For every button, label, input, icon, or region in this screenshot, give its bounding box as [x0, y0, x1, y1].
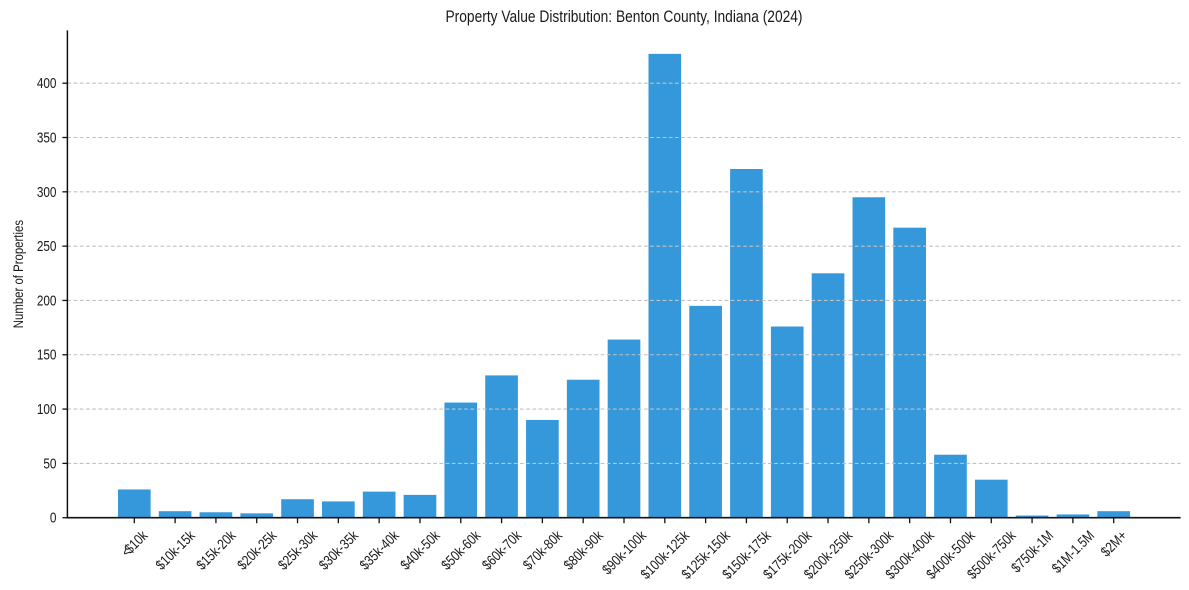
svg-text:250: 250	[37, 238, 57, 254]
svg-text:100: 100	[37, 401, 57, 417]
svg-text:350: 350	[37, 129, 57, 145]
svg-text:Property Value Distribution: B: Property Value Distribution: Benton Coun…	[445, 8, 802, 27]
svg-text:200: 200	[37, 292, 57, 308]
svg-text:300: 300	[37, 184, 57, 200]
svg-text:400: 400	[37, 75, 57, 91]
svg-text:150: 150	[37, 347, 57, 363]
svg-text:Number of Properties: Number of Properties	[10, 220, 26, 328]
svg-text:50: 50	[43, 455, 56, 471]
svg-text:0: 0	[50, 510, 57, 526]
